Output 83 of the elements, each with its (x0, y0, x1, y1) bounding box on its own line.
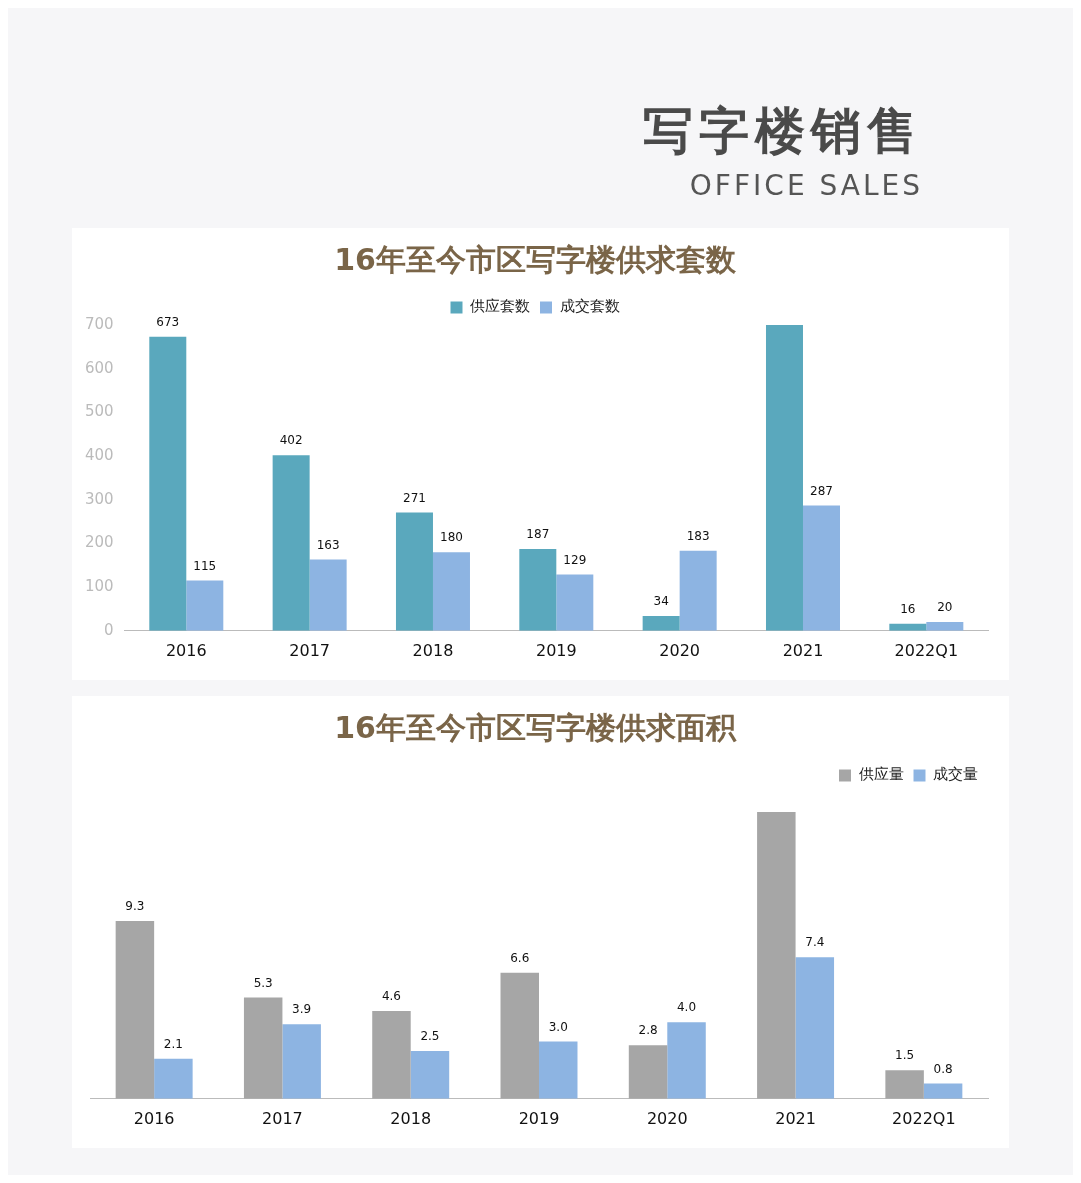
bar (923, 1083, 963, 1099)
text: 写字楼销售 (642, 101, 923, 162)
y-tick-label: 700 (84, 314, 114, 333)
x-tick-label: 2016 (165, 640, 207, 660)
data-label: 6.6 (510, 950, 530, 965)
x-tick-label: 2020 (646, 1108, 688, 1128)
legend-label: 供应量 (858, 765, 904, 784)
data-label: 3.9 (292, 1002, 312, 1017)
bar (539, 1041, 578, 1099)
data-label: 3.0 (548, 1019, 568, 1034)
bar (679, 550, 717, 631)
data-label: 2.5 (420, 1029, 440, 1044)
data-label: 115 (193, 558, 217, 573)
data-label: 287 (810, 483, 833, 498)
chart-title: 16年至今市区写字楼供求套数 (334, 241, 737, 277)
x-tick-label: 2021 (775, 1108, 816, 1128)
bar (885, 1070, 924, 1099)
data-label: 180 (440, 530, 463, 545)
data-label: 4.0 (676, 1000, 697, 1015)
data-label: 673 (156, 314, 180, 329)
legend-label: 成交套数 (559, 297, 620, 316)
text: OFFICE SALES (688, 169, 923, 202)
x-tick-label: 2022Q1 (894, 640, 959, 660)
y-tick-label: 300 (84, 489, 114, 508)
data-label: 34 (653, 594, 669, 609)
bar (500, 972, 539, 1099)
data-label: 20 (937, 600, 953, 615)
y-tick-label: 400 (84, 445, 114, 464)
data-label: 2.1 (163, 1036, 183, 1051)
data-label: 187 (526, 527, 550, 542)
x-tick-label: 2017 (289, 640, 330, 660)
y-tick-label: 500 (84, 402, 114, 421)
bar (395, 512, 433, 631)
bar (432, 552, 470, 631)
y-tick-label: 100 (84, 577, 114, 595)
bar (272, 455, 310, 631)
x-tick-label: 2018 (412, 640, 454, 660)
data-label: 2.8 (638, 1023, 658, 1038)
bar (926, 622, 964, 631)
bar (757, 812, 796, 1099)
data-label: 9.3 (125, 899, 145, 914)
data-label: 271 (403, 490, 426, 505)
bar (115, 921, 155, 1099)
bar (765, 325, 803, 631)
bar (802, 505, 840, 631)
x-tick-label: 2019 (518, 1108, 560, 1128)
y-tick-label: 0 (104, 620, 114, 639)
bar (282, 1024, 321, 1099)
x-tick-label: 2021 (782, 640, 824, 660)
x-tick-label: 2020 (659, 640, 701, 660)
data-label: 0.8 (933, 1061, 953, 1076)
data-label: 4.6 (381, 989, 402, 1004)
bar (243, 997, 283, 1099)
data-label: 129 (563, 552, 587, 567)
bar (642, 615, 680, 631)
x-tick-label: 2018 (390, 1108, 432, 1128)
bar (372, 1010, 411, 1099)
legend-label: 成交量 (933, 765, 978, 784)
data-label: 16 (900, 601, 916, 616)
x-tick-label: 2016 (133, 1108, 175, 1128)
data-label: 163 (316, 537, 340, 552)
x-tick-label: 2019 (535, 640, 577, 660)
bar (667, 1022, 706, 1099)
data-label: 402 (279, 433, 303, 448)
bar (309, 559, 347, 631)
bar (795, 957, 835, 1099)
bar (519, 549, 557, 631)
x-tick-label: 2017 (262, 1108, 303, 1128)
bar (628, 1045, 668, 1099)
bar (410, 1051, 450, 1099)
bar (556, 574, 594, 631)
data-label: 1.5 (895, 1048, 915, 1063)
y-tick-label: 600 (84, 358, 114, 377)
x-tick-label: 2022Q1 (892, 1108, 956, 1128)
data-label: 183 (686, 528, 710, 543)
legend-label: 供应套数 (470, 297, 530, 316)
bar (154, 1058, 193, 1099)
bar (186, 580, 224, 631)
bar (149, 336, 187, 631)
data-label: 5.3 (253, 975, 273, 990)
data-label: 7.4 (805, 935, 825, 950)
chart-title: 16年至今市区写字楼供求面积 (334, 709, 737, 745)
y-tick-label: 200 (84, 533, 114, 552)
